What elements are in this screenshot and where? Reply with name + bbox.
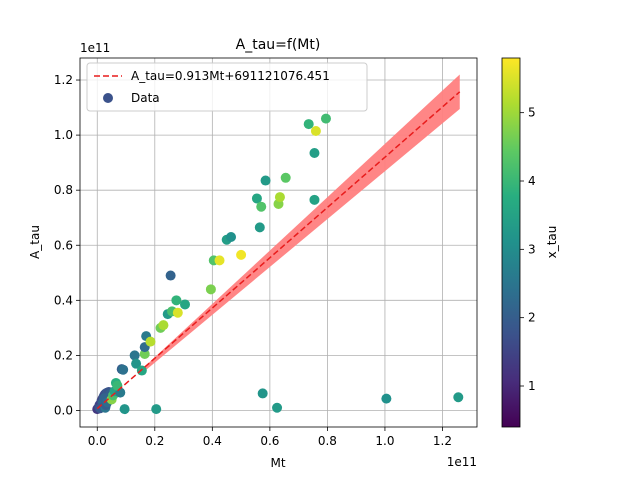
y-axis-ticks: 0.0 0.2 0.4 0.6 0.8 1.0 1.2: [54, 73, 80, 417]
data-point: [119, 404, 130, 415]
confidence-band: [140, 74, 460, 375]
data-point: [310, 125, 321, 136]
x-axis-ticks: 0.0 0.2 0.4 0.6 0.8 1.0 1.2: [88, 427, 452, 448]
x-axis-label: Mt: [270, 456, 285, 470]
y-axis-offset-label: 1e11: [80, 41, 110, 55]
data-point: [303, 119, 314, 130]
x-tick-label: 0.0: [88, 434, 107, 448]
chart-title: A_tau=f(Mt): [236, 37, 321, 53]
legend-box: [86, 62, 368, 112]
colorbar-tick-label: 1: [528, 379, 536, 393]
colorbar-tick-label: 2: [528, 311, 536, 325]
legend-fit-label: A_tau=0.913Mt+691121076.451: [131, 69, 330, 83]
data-point: [165, 270, 176, 281]
x-tick-label: 0.2: [145, 434, 164, 448]
data-point: [131, 358, 142, 369]
x-tick-label: 1.0: [375, 434, 394, 448]
colorbar-gradient: [501, 57, 521, 428]
data-point: [112, 380, 123, 391]
scatter-points: [92, 113, 464, 415]
legend-data-label: Data: [131, 91, 160, 105]
data-point: [280, 172, 291, 183]
data-point: [214, 255, 225, 266]
data-point: [309, 194, 320, 205]
data-point: [118, 364, 129, 375]
colorbar-tick-label: 5: [528, 106, 536, 120]
x-tick-label: 0.8: [318, 434, 337, 448]
colorbar-ticks: 1 2 3 4 5: [520, 106, 536, 393]
x-tick-label: 1.2: [433, 434, 452, 448]
data-point: [172, 307, 183, 318]
x-axis-offset-label: 1e11: [447, 455, 477, 469]
data-point: [256, 201, 267, 212]
y-tick-label: 0.6: [54, 238, 73, 252]
y-tick-label: 1.2: [54, 73, 73, 87]
data-point: [226, 231, 237, 242]
fit-line: [96, 91, 461, 410]
legend-data-swatch: [103, 93, 113, 103]
data-point: [254, 222, 265, 233]
data-point: [320, 113, 331, 124]
data-point: [205, 284, 216, 295]
y-tick-label: 0.2: [54, 348, 73, 362]
x-tick-label: 0.4: [203, 434, 222, 448]
data-point: [171, 295, 182, 306]
data-point: [260, 175, 271, 186]
data-point: [139, 349, 150, 360]
plot-frame: [79, 57, 478, 428]
data-point: [453, 392, 464, 403]
y-tick-label: 0.4: [54, 293, 73, 307]
data-point: [257, 388, 268, 399]
y-axis-label: A_tau: [28, 225, 42, 259]
data-point: [309, 148, 320, 159]
data-point: [272, 402, 283, 413]
legend: A_tau=0.913Mt+691121076.451 Data: [86, 62, 368, 112]
data-point: [274, 192, 285, 203]
data-point: [236, 249, 247, 260]
data-point: [180, 299, 191, 310]
x-tick-label: 0.6: [260, 434, 279, 448]
y-tick-label: 0.8: [54, 183, 73, 197]
data-point: [381, 393, 392, 404]
data-point: [145, 336, 156, 347]
y-tick-label: 1.0: [54, 128, 73, 142]
y-tick-label: 0.0: [54, 403, 73, 417]
data-point: [129, 350, 140, 361]
data-point: [158, 320, 169, 331]
colorbar-tick-label: 3: [528, 242, 536, 256]
colorbar-tick-label: 4: [528, 174, 536, 188]
data-point: [151, 404, 162, 415]
colorbar-label: x_tau: [545, 226, 559, 259]
colorbar: 1 2 3 4 5 x_tau: [501, 57, 559, 428]
data-point: [251, 193, 262, 204]
